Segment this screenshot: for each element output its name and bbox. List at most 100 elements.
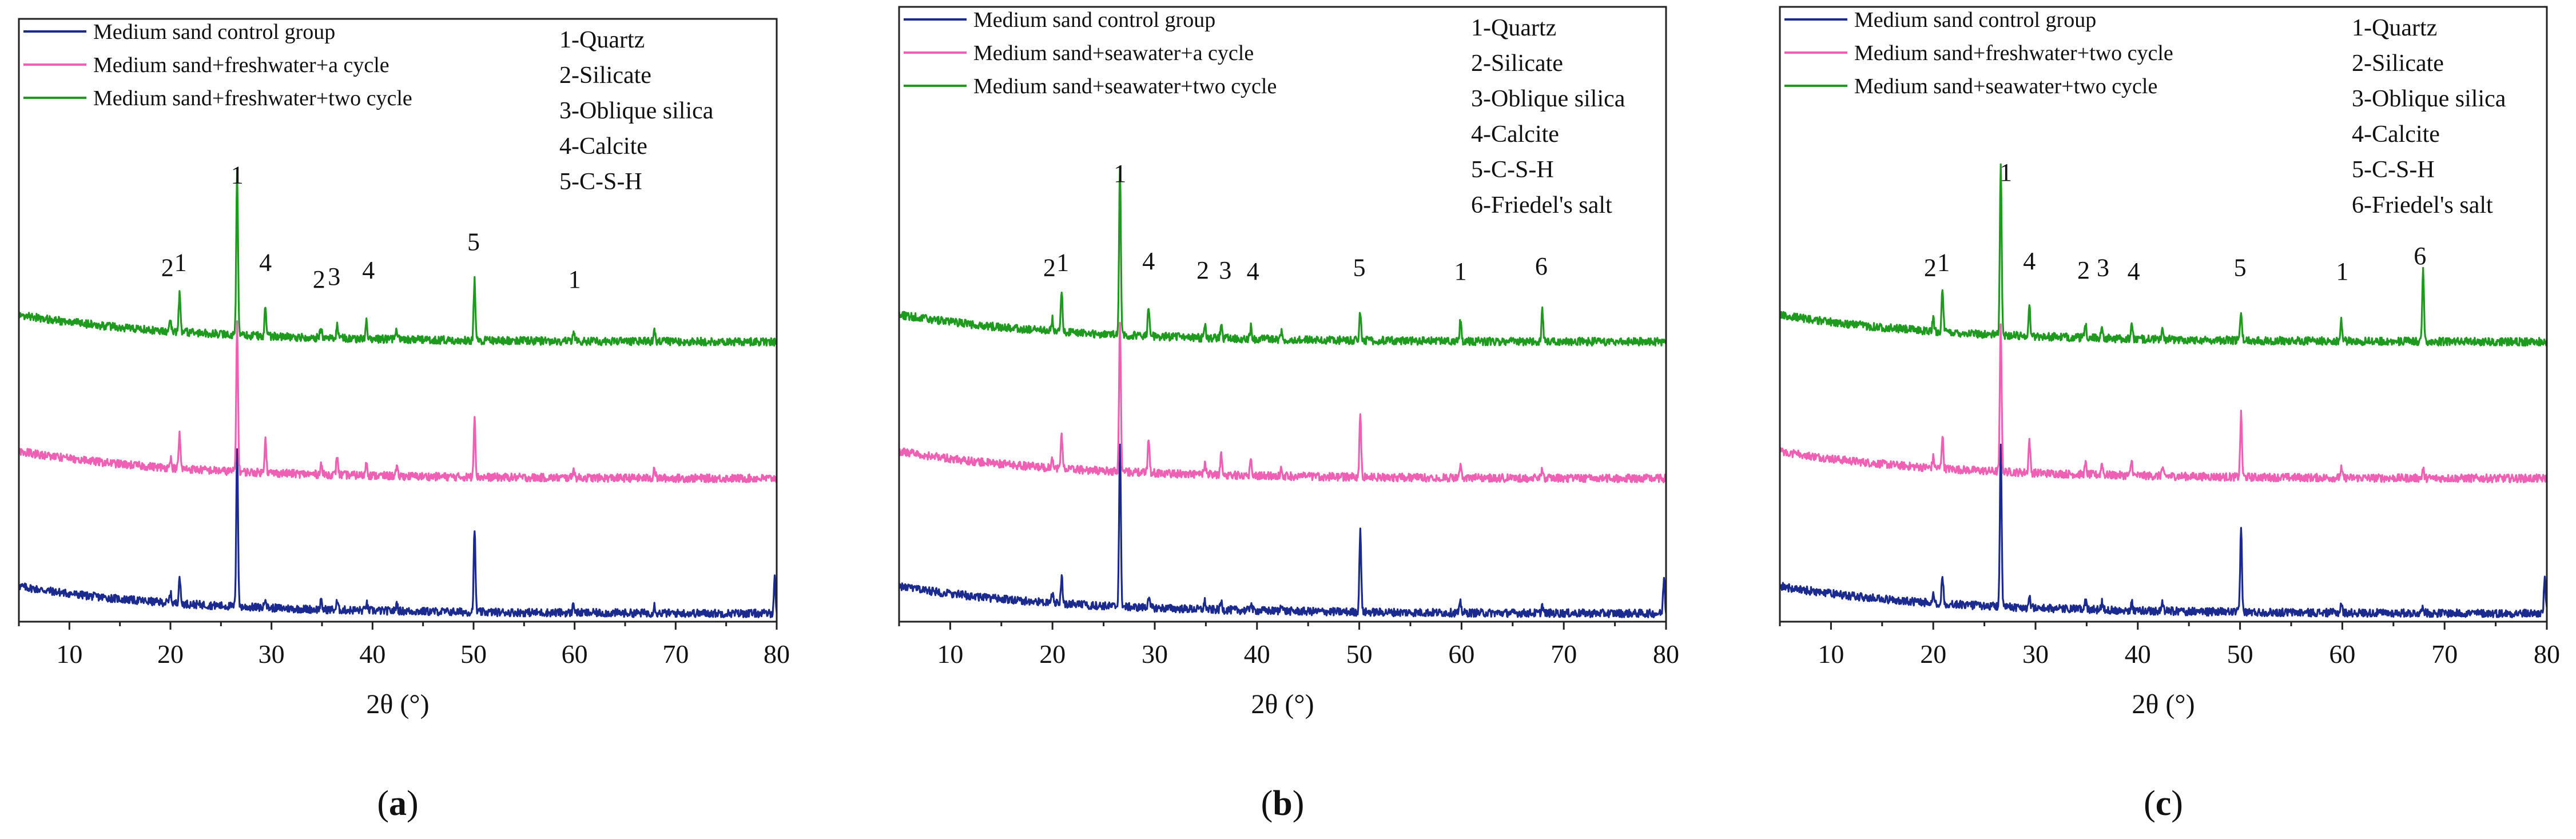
series-line-1 [1779, 443, 2548, 618]
peak-annotation: 2 [1043, 254, 1056, 282]
series-line-3 [18, 169, 778, 347]
phase-key-item: 1-Quartz [2352, 15, 2437, 41]
series-line-1 [898, 443, 1667, 618]
peak-annotation: 2 [1924, 254, 1937, 282]
peak-annotation: 4 [2128, 257, 2140, 285]
panel-a: 10 20 30 40 50 60 70 80 2θ (°) Medium sand contro… [18, 18, 790, 823]
peak-annotation: 1 [1056, 249, 1069, 277]
phase-key-item: 1-Quartz [559, 27, 645, 53]
panel-label: (b) [1261, 784, 1305, 823]
x-tick-label: 30 [2022, 639, 2049, 669]
phase-key-item: 1-Quartz [1471, 15, 1556, 41]
panel-label: (a) [377, 784, 418, 823]
peak-annotation: 4 [1247, 257, 1259, 285]
peak-annotation: 3 [328, 263, 340, 291]
peak-annotation: 1 [1999, 158, 2012, 186]
x-tick-label: 80 [2534, 639, 2560, 669]
series-line-3 [898, 165, 1667, 347]
peak-annotation: 3 [2097, 254, 2109, 282]
peak-annotation: 1 [2336, 257, 2348, 285]
plot-frame [898, 6, 1667, 623]
legend-label: Medium sand control group [1854, 8, 2096, 32]
x-tick-label: 60 [2329, 639, 2355, 669]
phase-key-item: 5-C-S-H [559, 169, 642, 195]
peak-annotation: 1 [569, 265, 581, 293]
legend-label: Medium sand control group [93, 20, 335, 44]
peak-annotation: 5 [467, 228, 480, 256]
x-tick-label: 60 [1448, 639, 1474, 669]
peak-annotation: 4 [1142, 247, 1155, 275]
peak-annotation: 4 [2023, 247, 2036, 275]
panel-b: 10 20 30 40 50 60 70 80 2θ (°) Medium sand contro… [898, 6, 1679, 823]
x-tick-label: 10 [56, 639, 82, 669]
legend-label: Medium sand+freshwater+two cycle [1854, 41, 2173, 65]
phase-key-item: 6-Friedel's salt [1471, 192, 1612, 218]
x-tick-label: 10 [937, 639, 963, 669]
phase-key-item: 2-Silicate [1471, 50, 1563, 77]
phase-key-item: 3-Oblique silica [2352, 86, 2506, 112]
series-line-2 [1779, 323, 2548, 483]
legend-label: Medium sand+freshwater+a cycle [93, 53, 389, 77]
x-tick-label: 70 [2431, 639, 2458, 669]
x-tick-label: 50 [1346, 639, 1373, 669]
x-tick-label: 50 [2227, 639, 2253, 669]
x-tick-label: 70 [1551, 639, 1577, 669]
legend-label: Medium sand control group [973, 8, 1215, 32]
phase-key-item: 2-Silicate [559, 62, 651, 89]
x-tick-label: 40 [2125, 639, 2151, 669]
phase-key-item: 3-Oblique silica [559, 98, 714, 124]
peak-annotation: 1 [174, 249, 187, 277]
series-line-1 [18, 448, 778, 618]
peak-annotation: 1 [231, 161, 244, 189]
legend-label: Medium sand+seawater+a cycle [973, 41, 1254, 65]
x-tick-label: 70 [662, 639, 689, 669]
peak-annotation: 5 [2234, 254, 2247, 282]
panel-c: 10 20 30 40 50 60 70 80 2θ (°) Medium sand contro… [1779, 6, 2560, 823]
x-tick-label: 30 [259, 639, 285, 669]
phase-key-item: 5-C-S-H [1471, 157, 1554, 183]
peak-annotation: 4 [362, 256, 375, 284]
peak-annotation: 2 [313, 265, 325, 293]
x-tick-label: 20 [1920, 639, 1946, 669]
panel-label: (c) [2144, 784, 2183, 823]
series-line-3 [1779, 163, 2548, 347]
x-tick-label: 50 [460, 639, 487, 669]
phase-key-item: 4-Calcite [559, 133, 647, 160]
plot-frame [18, 18, 778, 623]
legend-label: Medium sand+freshwater+two cycle [93, 86, 412, 110]
plot-frame [1779, 6, 2548, 623]
x-tick-label: 30 [1142, 639, 1168, 669]
series-line-2 [18, 320, 778, 483]
peak-annotation: 6 [2414, 242, 2426, 270]
peak-annotation: 1 [1937, 249, 1950, 277]
x-tick-label: 20 [157, 639, 184, 669]
x-tick-label: 60 [562, 639, 588, 669]
x-tick-label: 10 [1818, 639, 1844, 669]
x-tick-label: 40 [359, 639, 385, 669]
peak-annotation: 6 [1535, 252, 1548, 280]
x-axis-label: 2θ (°) [1251, 689, 1314, 719]
phase-key-item: 4-Calcite [2352, 121, 2440, 148]
phase-key-item: 5-C-S-H [2352, 157, 2435, 183]
peak-annotation: 3 [1219, 256, 1231, 284]
x-tick-label: 80 [764, 639, 790, 669]
phase-key-item: 2-Silicate [2352, 50, 2444, 77]
x-tick-label: 40 [1244, 639, 1270, 669]
phase-key-item: 6-Friedel's salt [2352, 192, 2493, 218]
legend-label: Medium sand+seawater+two cycle [1854, 74, 2157, 98]
x-axis-label: 2θ (°) [366, 689, 429, 719]
x-tick-label: 80 [1653, 639, 1679, 669]
peak-annotation: 4 [259, 249, 272, 277]
series-line-2 [898, 321, 1667, 483]
peak-annotation: 2 [2077, 256, 2090, 284]
peak-annotation: 1 [1454, 257, 1467, 285]
peak-annotation: 2 [1196, 256, 1209, 284]
x-tick-label: 20 [1039, 639, 1066, 669]
legend-label: Medium sand+seawater+two cycle [973, 74, 1277, 98]
phase-key-item: 3-Oblique silica [1471, 86, 1625, 112]
peak-annotation: 2 [161, 254, 174, 282]
phase-key-item: 4-Calcite [1471, 121, 1559, 148]
peak-annotation: 1 [1114, 160, 1126, 188]
peak-annotation: 5 [1353, 254, 1366, 282]
